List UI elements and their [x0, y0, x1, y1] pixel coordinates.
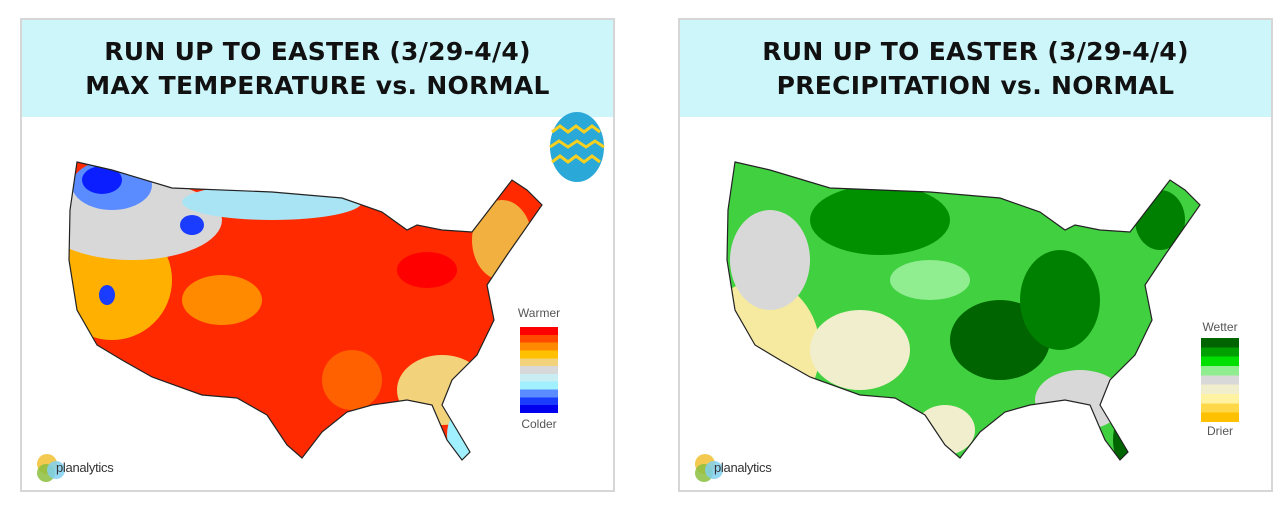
planalytics-logo: planalytics	[692, 450, 772, 484]
temperature-legend-bar	[520, 327, 558, 413]
title-line-1: RUN UP TO EASTER (3/29-4/4)	[104, 36, 531, 66]
easter-egg-icon	[550, 112, 604, 182]
temperature-panel: RUN UP TO EASTER (3/29-4/4) MAX TEMPERAT…	[20, 18, 615, 492]
title-line-2: MAX TEMPERATURE vs. NORMAL	[85, 70, 550, 100]
panel-header: RUN UP TO EASTER (3/29-4/4) PRECIPITATIO…	[680, 20, 1271, 117]
title-line-2: PRECIPITATION vs. NORMAL	[776, 70, 1175, 100]
temperature-map	[68, 112, 605, 461]
legend-top-label: Warmer	[517, 306, 561, 320]
legend-bottom-label: Colder	[521, 417, 557, 431]
panel-header: RUN UP TO EASTER (3/29-4/4) MAX TEMPERAT…	[22, 20, 613, 117]
legend-bottom-label: Drier	[1207, 424, 1233, 438]
precipitation-legend-bar	[1201, 338, 1239, 422]
title-line-1: RUN UP TO EASTER (3/29-4/4)	[762, 36, 1189, 66]
precipitation-map	[726, 161, 1201, 461]
planalytics-logo: planalytics	[34, 450, 114, 484]
precipitation-panel: RUN UP TO EASTER (3/29-4/4) PRECIPITATIO…	[678, 18, 1273, 492]
legend-top-label: Wetter	[1202, 320, 1238, 334]
